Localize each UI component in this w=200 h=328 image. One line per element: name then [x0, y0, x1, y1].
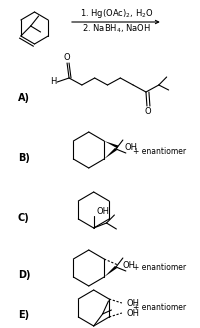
Text: OH: OH: [127, 298, 140, 308]
Text: D): D): [18, 270, 30, 280]
Text: + enantiomer: + enantiomer: [133, 303, 186, 313]
Text: B): B): [18, 153, 30, 163]
Polygon shape: [104, 141, 119, 148]
Text: C): C): [18, 213, 30, 223]
Text: OH: OH: [97, 207, 110, 215]
Text: O: O: [145, 107, 151, 115]
Text: A): A): [18, 93, 30, 103]
Text: OH: OH: [127, 309, 140, 318]
Text: E): E): [18, 310, 29, 320]
Text: O: O: [64, 53, 70, 63]
Text: H: H: [50, 77, 56, 87]
Text: OH: OH: [123, 260, 136, 270]
Text: 1. Hg(OAc)$_2$, H$_2$O: 1. Hg(OAc)$_2$, H$_2$O: [80, 8, 153, 20]
Text: OH: OH: [125, 142, 138, 152]
Text: 2. NaBH$_4$, NaOH: 2. NaBH$_4$, NaOH: [82, 23, 151, 35]
Text: + enantiomer: + enantiomer: [133, 263, 186, 273]
Polygon shape: [104, 266, 117, 277]
Polygon shape: [104, 148, 117, 159]
Text: + enantiomer: + enantiomer: [133, 148, 186, 156]
